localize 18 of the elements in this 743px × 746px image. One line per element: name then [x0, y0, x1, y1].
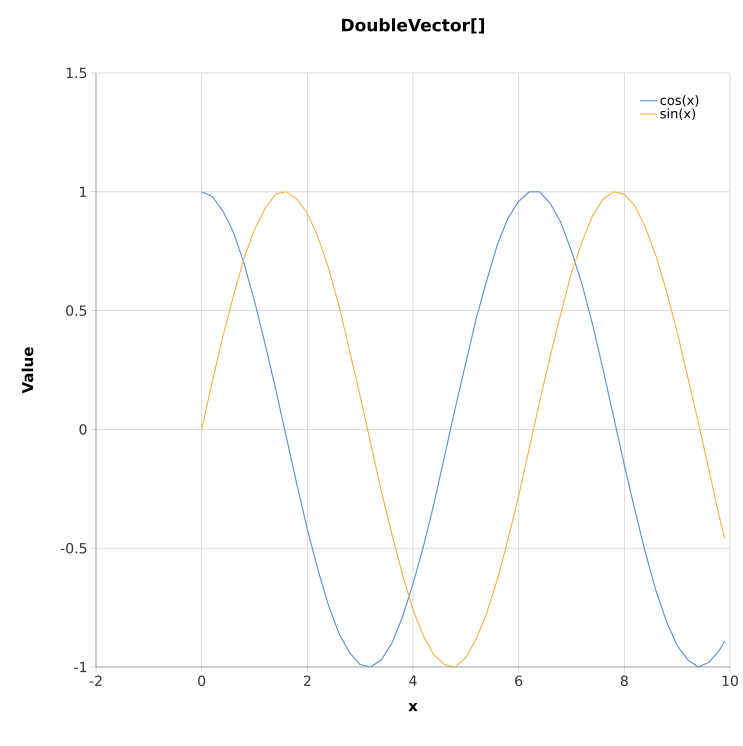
y-tick-label: 1	[80, 186, 86, 197]
x-tick-label: 2	[304, 676, 310, 686]
x-axis-title: x	[408, 702, 418, 712]
x-tick-label: 4	[409, 676, 417, 686]
legend-label: cos(x)	[660, 95, 698, 107]
x-tick-label: 10	[722, 676, 738, 686]
y-tick-label: 1.5	[66, 68, 86, 78]
x-tick-label: 0	[198, 676, 206, 686]
y-tick-label: 0	[79, 424, 87, 435]
y-tick-label: -1	[74, 662, 86, 672]
legend-label: sin(x)	[660, 108, 696, 120]
x-tick-label: -2	[90, 676, 102, 686]
chart-title: DoubleVector[]	[342, 18, 484, 34]
y-tick-label: 0.5	[66, 305, 86, 316]
y-tick-label: -0.5	[60, 542, 86, 554]
x-tick-label: 6	[515, 676, 522, 686]
y-axis-title: Value	[22, 347, 34, 394]
x-tick-label: 8	[620, 676, 628, 686]
